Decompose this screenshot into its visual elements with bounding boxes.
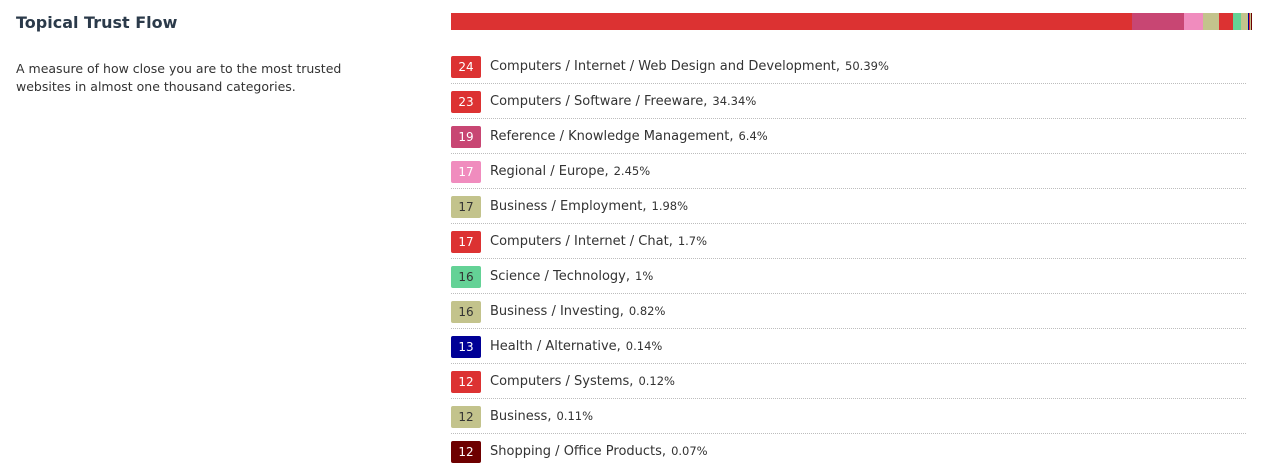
- topic-label: Health / Alternative, 0.14%: [490, 339, 662, 354]
- topic-label: Business / Employment, 1.98%: [490, 199, 688, 214]
- topic-score-badge: 19: [451, 125, 481, 148]
- topic-row: 16 Business / Investing, 0.82%: [451, 295, 1246, 329]
- distribution-segment[interactable]: [1219, 13, 1233, 30]
- topic-percent: 1%: [635, 269, 654, 283]
- distribution-segment[interactable]: [1247, 13, 1249, 30]
- topics-panel: 24 Computers / Internet / Web Design and …: [451, 13, 1252, 468]
- topic-label: Shopping / Office Products, 0.07%: [490, 444, 708, 459]
- topic-separator: ,: [703, 94, 708, 109]
- topic-row: 12 Shopping / Office Products, 0.07%: [451, 435, 1246, 468]
- topic-percent: 50.39%: [845, 59, 889, 73]
- topic-category-link[interactable]: Regional / Europe: [490, 164, 605, 179]
- topic-category-link[interactable]: Shopping / Office Products: [490, 444, 662, 459]
- topic-label: Business / Investing, 0.82%: [490, 304, 665, 319]
- topic-percent: 0.07%: [671, 444, 708, 458]
- distribution-segment[interactable]: [1240, 13, 1248, 30]
- distribution-segment[interactable]: [1249, 13, 1251, 30]
- topic-row: 23 Computers / Software / Freeware, 34.34%: [451, 85, 1246, 119]
- topic-category-link[interactable]: Science / Technology: [490, 269, 626, 284]
- topic-label: Science / Technology, 1%: [490, 269, 653, 284]
- topic-row: 16 Science / Technology, 1%: [451, 260, 1246, 294]
- topic-label: Computers / Software / Freeware, 34.34%: [490, 94, 756, 109]
- topic-label: Computers / Internet / Chat, 1.7%: [490, 234, 707, 249]
- topic-category-link[interactable]: Business / Investing: [490, 304, 620, 319]
- topic-percent: 6.4%: [738, 129, 768, 143]
- distribution-segment[interactable]: [1203, 13, 1220, 30]
- topic-category-link[interactable]: Health / Alternative: [490, 339, 617, 354]
- distribution-segment[interactable]: [451, 13, 857, 30]
- topic-separator: ,: [616, 339, 621, 354]
- topic-separator: ,: [661, 444, 667, 459]
- topic-row: 24 Computers / Internet / Web Design and …: [451, 50, 1246, 84]
- topic-row: 19 Reference / Knowledge Management, 6.4%: [451, 120, 1246, 154]
- topic-separator: ,: [547, 409, 552, 424]
- topic-category-link[interactable]: Business / Employment: [490, 199, 643, 214]
- topic-score-badge: 16: [451, 300, 481, 323]
- topic-score-badge: 24: [451, 55, 481, 78]
- topic-score-badge: 13: [451, 335, 481, 358]
- topic-label: Computers / Systems, 0.12%: [490, 374, 675, 389]
- topic-row: 17 Business / Employment, 1.98%: [451, 190, 1246, 224]
- topic-score-badge: 16: [451, 265, 481, 288]
- topic-separator: ,: [629, 374, 634, 389]
- topic-percent: 1.98%: [651, 199, 689, 213]
- topic-percent: 0.14%: [625, 339, 663, 353]
- topic-label: Reference / Knowledge Management, 6.4%: [490, 129, 768, 144]
- topic-percent: 0.11%: [556, 409, 594, 423]
- topic-label: Business, 0.11%: [490, 409, 593, 424]
- topic-row: 17 Regional / Europe, 2.45%: [451, 155, 1246, 189]
- topic-separator: ,: [668, 234, 673, 249]
- topic-separator: ,: [835, 59, 841, 74]
- topic-percent: 34.34%: [712, 94, 757, 108]
- topic-score-badge: 12: [451, 440, 481, 463]
- topic-separator: ,: [729, 129, 734, 144]
- topic-row: 12 Business, 0.11%: [451, 400, 1246, 434]
- distribution-segment[interactable]: [856, 13, 1133, 30]
- topic-percent: 1.7%: [677, 234, 708, 248]
- topic-score-badge: 12: [451, 370, 481, 393]
- topic-row: 13 Health / Alternative, 0.14%: [451, 330, 1246, 364]
- topic-percent: 0.82%: [628, 304, 666, 318]
- topic-label: Computers / Internet / Web Design and De…: [490, 59, 889, 74]
- topic-distribution-bar: [451, 13, 1255, 30]
- section-description: A measure of how close you are to the mo…: [16, 61, 342, 94]
- topic-list: 24 Computers / Internet / Web Design and …: [451, 50, 1246, 468]
- topic-label: Regional / Europe, 2.45%: [490, 164, 650, 179]
- distribution-segment[interactable]: [1232, 13, 1241, 30]
- topic-category-link[interactable]: Computers / Software / Freeware: [490, 94, 704, 109]
- distribution-segment[interactable]: [1250, 13, 1252, 30]
- topic-percent: 0.12%: [638, 374, 675, 388]
- distribution-segment[interactable]: [1132, 13, 1184, 30]
- topic-row: 12 Computers / Systems, 0.12%: [451, 365, 1246, 399]
- topic-separator: ,: [642, 199, 647, 214]
- topic-score-badge: 12: [451, 405, 481, 428]
- topic-category-link[interactable]: Reference / Knowledge Management: [490, 129, 730, 144]
- topic-separator: ,: [625, 269, 630, 284]
- topic-score-badge: 17: [451, 195, 481, 218]
- distribution-segment[interactable]: [1183, 13, 1204, 30]
- distribution-segment[interactable]: [1248, 13, 1250, 30]
- topic-category-link[interactable]: Computers / Internet / Web Design and De…: [490, 59, 836, 74]
- topic-row: 17 Computers / Internet / Chat, 1.7%: [451, 225, 1246, 259]
- topic-score-badge: 17: [451, 160, 481, 183]
- topic-category-link[interactable]: Business: [490, 409, 548, 424]
- topic-category-link[interactable]: Computers / Internet / Chat: [490, 234, 669, 249]
- topic-category-link[interactable]: Computers / Systems: [490, 374, 630, 389]
- topic-score-badge: 17: [451, 230, 481, 253]
- section-title: Topical Trust Flow: [16, 13, 178, 32]
- topic-score-badge: 23: [451, 90, 481, 113]
- topic-separator: ,: [604, 164, 609, 179]
- topic-separator: ,: [619, 304, 624, 319]
- topical-trust-flow-intro: Topical Trust Flow A measure of how clos…: [16, 12, 416, 96]
- topic-percent: 2.45%: [613, 164, 651, 178]
